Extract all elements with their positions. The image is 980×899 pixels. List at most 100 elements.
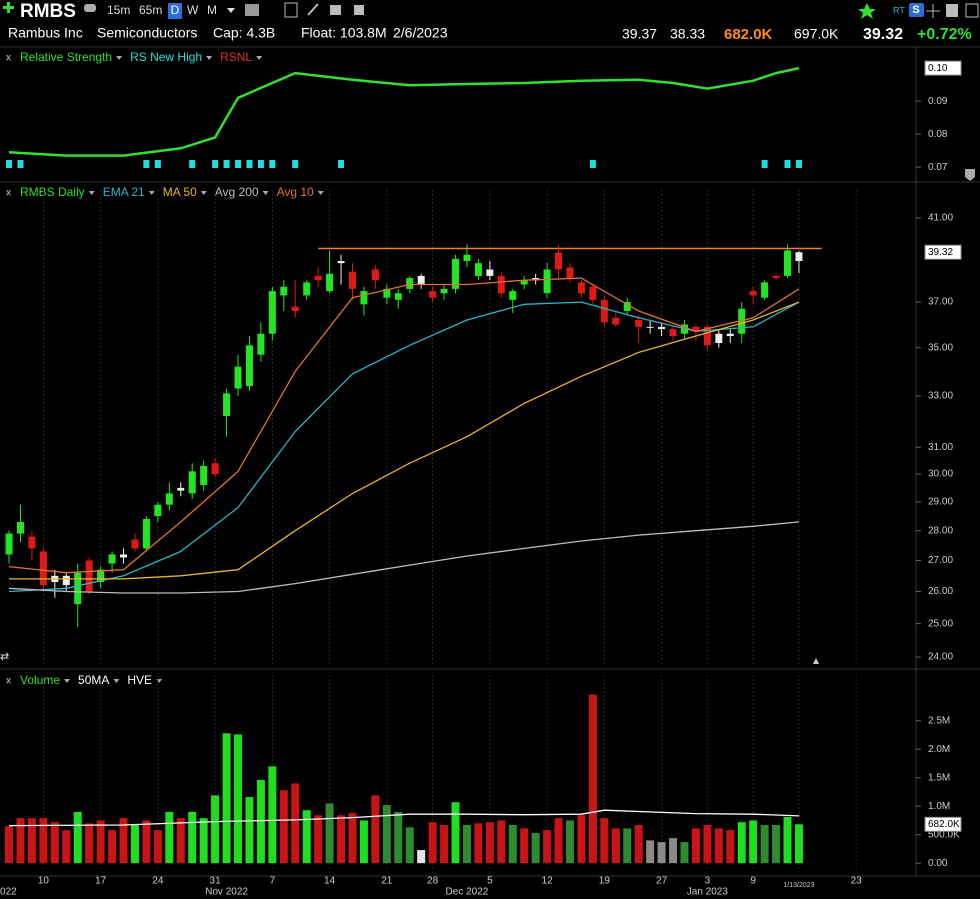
legend-entry[interactable]: Volume bbox=[20, 673, 60, 687]
window-icon[interactable] bbox=[965, 3, 979, 18]
legend-entry[interactable]: MA 50 bbox=[163, 185, 197, 199]
legend-dropdown[interactable] bbox=[156, 679, 163, 683]
candle-body bbox=[326, 273, 334, 292]
volume-bar bbox=[302, 810, 311, 864]
rs-new-high-marker bbox=[223, 160, 230, 168]
legend-dropdown[interactable] bbox=[256, 56, 263, 60]
close-button[interactable]: x bbox=[6, 53, 11, 64]
rs-new-high-marker bbox=[292, 160, 299, 168]
candle-body bbox=[371, 269, 379, 281]
scroll-icon[interactable] bbox=[965, 169, 975, 181]
series-line bbox=[8, 521, 800, 594]
volume-bar bbox=[5, 826, 14, 864]
y-tick-label: 31.00 bbox=[928, 442, 953, 453]
candle-body bbox=[314, 275, 322, 281]
candle-body bbox=[348, 271, 356, 289]
volume-bar bbox=[359, 820, 368, 864]
legend-dropdown[interactable] bbox=[206, 56, 213, 60]
add-icon bbox=[7, 2, 10, 13]
y-tick-label: 500.0K bbox=[928, 829, 960, 840]
close-button[interactable]: x bbox=[6, 676, 11, 687]
tool-icon[interactable] bbox=[307, 3, 319, 16]
volume-bar bbox=[669, 838, 678, 864]
volume-bar bbox=[153, 830, 162, 864]
candle-body bbox=[177, 487, 185, 491]
legend-entry[interactable]: RMBS Daily bbox=[20, 185, 85, 199]
candle-body bbox=[623, 302, 631, 312]
symbol: RMBS bbox=[20, 1, 76, 22]
volume-bar bbox=[772, 825, 781, 864]
legend-entry[interactable]: Avg 200 bbox=[215, 185, 259, 199]
candle-body bbox=[268, 291, 276, 334]
cloud-icon[interactable] bbox=[84, 4, 96, 12]
volume-bar bbox=[485, 822, 494, 864]
x-tick-label: 17 bbox=[95, 876, 107, 887]
toolbar-item[interactable]: S bbox=[912, 4, 919, 16]
legend-entry[interactable]: RSNL bbox=[220, 50, 252, 64]
volume-bar bbox=[405, 827, 414, 864]
toolbar-item[interactable]: RT bbox=[893, 5, 905, 15]
swap-icon[interactable]: ⇄ bbox=[0, 651, 9, 663]
volume-bar bbox=[119, 818, 128, 864]
volume-bar bbox=[16, 818, 25, 864]
legend-entry[interactable]: 50MA bbox=[78, 673, 109, 687]
legend-entry[interactable]: EMA 21 bbox=[103, 185, 145, 199]
volume-bar bbox=[646, 840, 655, 864]
interval[interactable]: M bbox=[207, 3, 217, 17]
candle-body bbox=[200, 465, 208, 486]
volume-bar bbox=[188, 811, 197, 864]
candle-body bbox=[555, 252, 563, 270]
legend-dropdown[interactable] bbox=[113, 679, 120, 683]
candle-body bbox=[589, 286, 597, 300]
candle-body bbox=[337, 261, 345, 264]
volume-bar bbox=[794, 824, 803, 864]
candle-body bbox=[5, 533, 13, 555]
volume-bar bbox=[325, 803, 334, 864]
legend-dropdown[interactable] bbox=[262, 191, 269, 195]
candle-body bbox=[165, 493, 173, 505]
tool-icon[interactable] bbox=[330, 5, 341, 15]
candle-body bbox=[566, 267, 574, 279]
legend-entry[interactable]: Relative Strength bbox=[20, 50, 112, 64]
interval[interactable]: 65m bbox=[139, 3, 162, 17]
volume-bar bbox=[691, 828, 700, 864]
candle-body bbox=[108, 554, 116, 564]
current-value-label: 682.0K bbox=[928, 819, 960, 830]
legend-dropdown[interactable] bbox=[200, 191, 207, 195]
rs-new-high-marker bbox=[246, 160, 253, 168]
legend-dropdown[interactable] bbox=[317, 191, 324, 195]
legend-entry[interactable]: RS New High bbox=[130, 50, 202, 64]
interval[interactable]: W bbox=[187, 3, 199, 17]
x-tick-label: 23 bbox=[851, 876, 863, 887]
candle-body bbox=[520, 280, 528, 285]
candle-body bbox=[28, 536, 36, 549]
volume-bar bbox=[394, 811, 403, 864]
rs-new-high-marker bbox=[212, 160, 219, 168]
y-tick-label: 25.00 bbox=[928, 618, 953, 629]
tool-icon[interactable] bbox=[354, 5, 364, 15]
legend-dropdown[interactable] bbox=[148, 191, 155, 195]
tool-icon[interactable] bbox=[245, 4, 259, 16]
candle-body bbox=[394, 293, 402, 300]
volume-bar bbox=[268, 766, 277, 864]
volume-bar bbox=[497, 820, 506, 864]
interval[interactable]: D bbox=[171, 3, 180, 17]
legend-dropdown[interactable] bbox=[88, 191, 95, 195]
candle-body bbox=[669, 329, 677, 337]
y-tick-label: 28.00 bbox=[928, 525, 953, 536]
legend-dropdown[interactable] bbox=[116, 56, 123, 60]
legend-entry[interactable]: Avg 10 bbox=[277, 185, 314, 199]
legend-entry[interactable]: HVE bbox=[127, 673, 152, 687]
volume-bar bbox=[314, 815, 323, 864]
interval[interactable]: 15m bbox=[107, 3, 130, 17]
volume-bar bbox=[142, 820, 151, 864]
volume-bar bbox=[680, 842, 689, 864]
tool-icon[interactable] bbox=[284, 2, 298, 18]
legend-dropdown[interactable] bbox=[64, 679, 71, 683]
dropdown[interactable] bbox=[227, 8, 235, 13]
close-button[interactable]: x bbox=[6, 188, 11, 199]
star-icon[interactable] bbox=[858, 3, 876, 19]
market-cap: Cap: 4.3B bbox=[213, 25, 275, 41]
print-icon[interactable] bbox=[946, 4, 958, 17]
y-tick-label: 1.0M bbox=[928, 801, 950, 812]
